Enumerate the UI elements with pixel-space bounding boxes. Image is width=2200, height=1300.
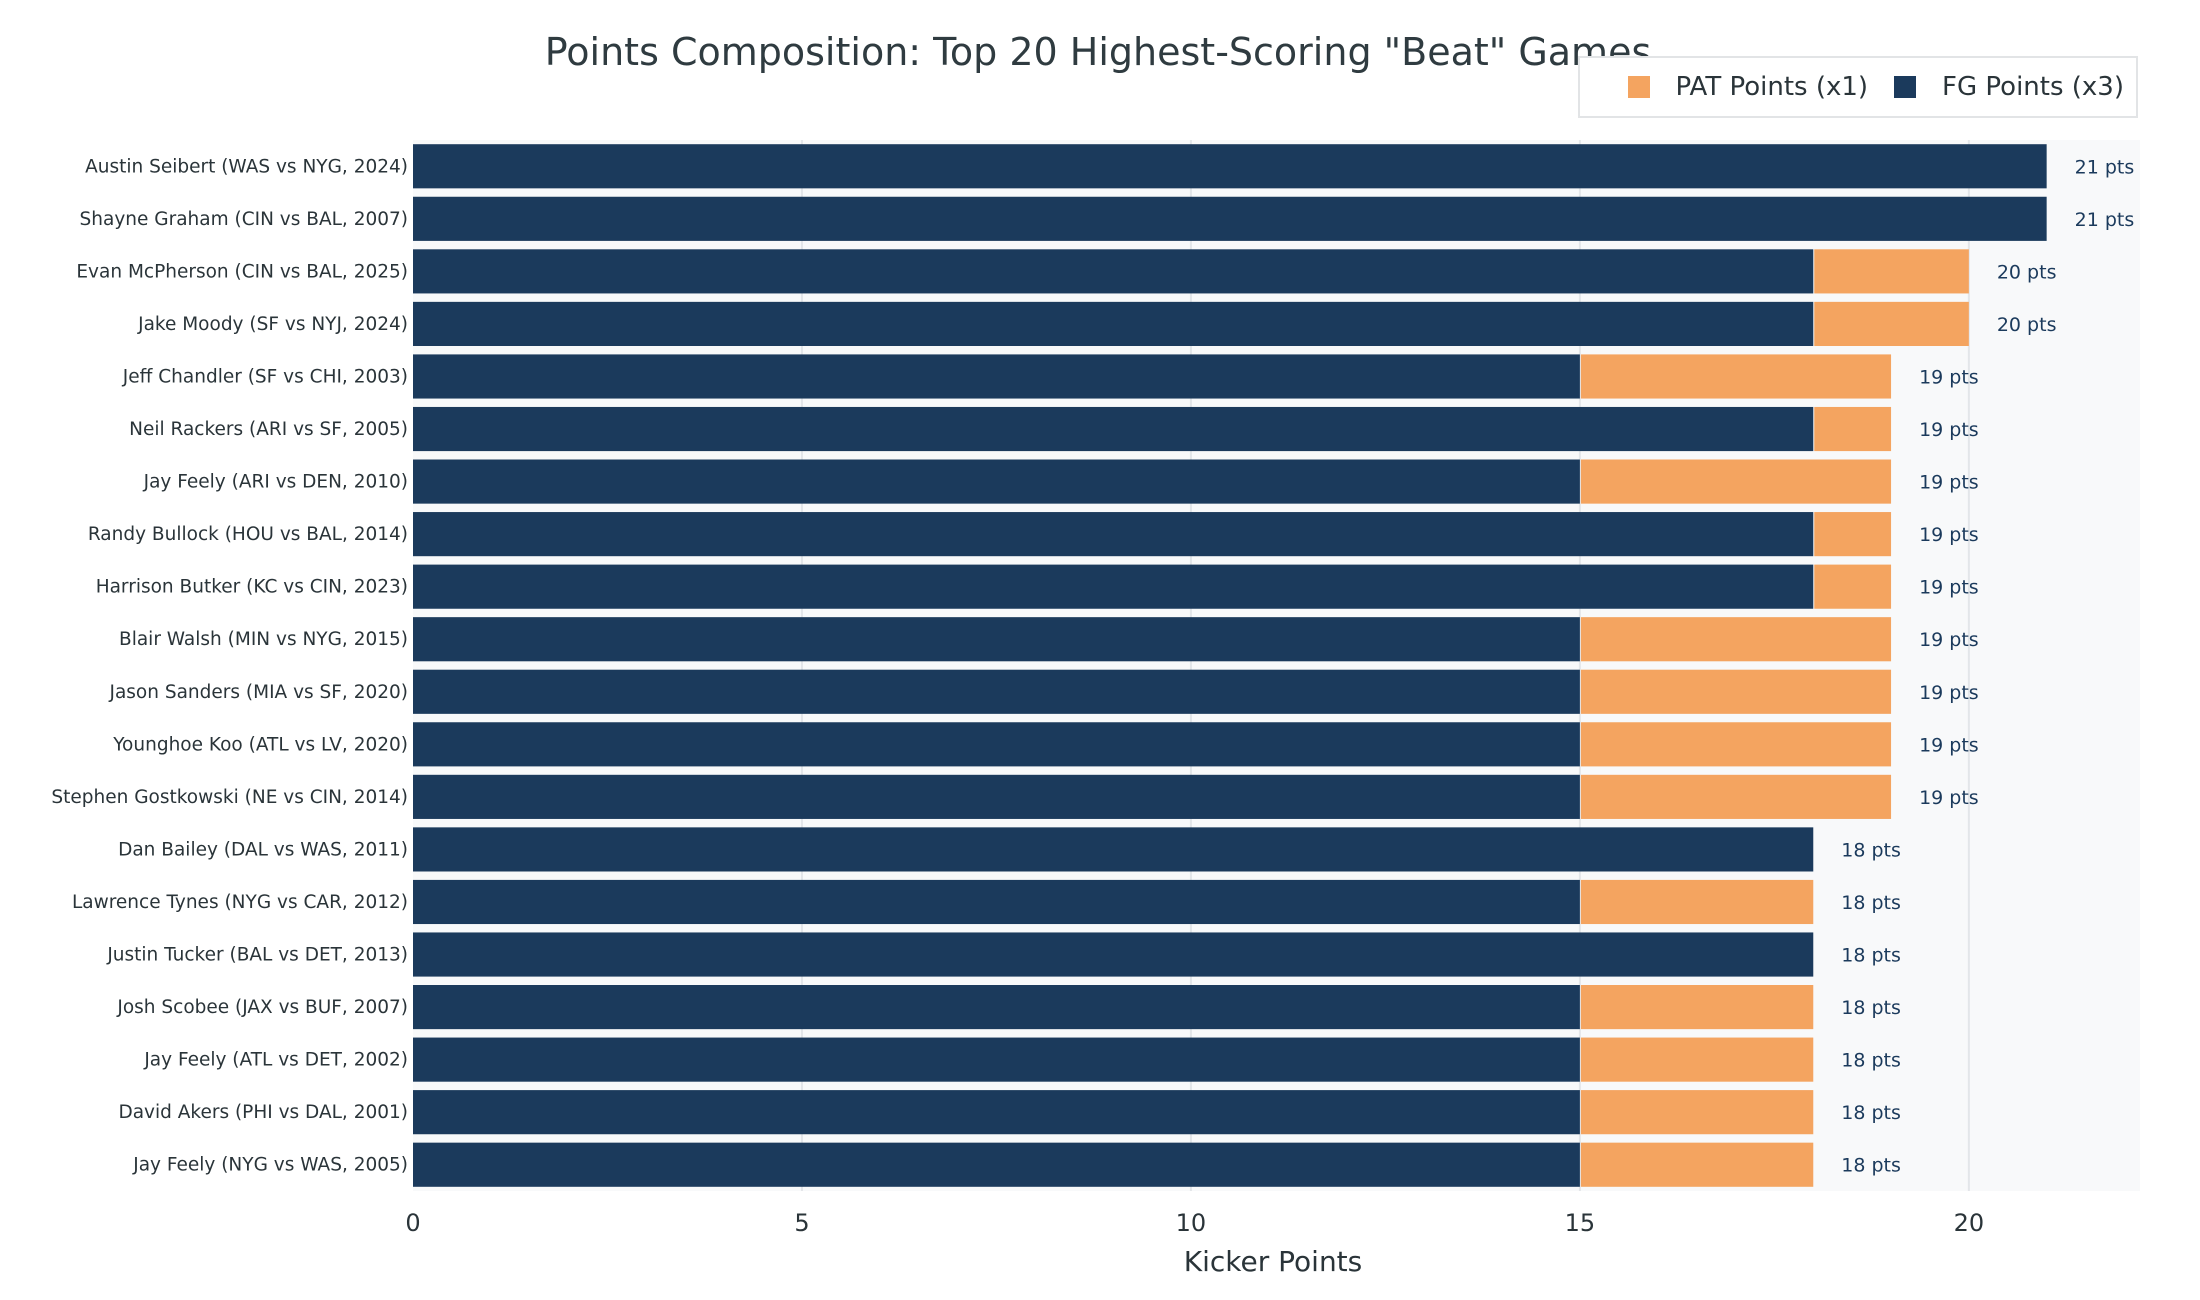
bar-pat-points	[1580, 985, 1814, 1030]
x-tick-label: 15	[1565, 1209, 1596, 1237]
data-label: 18 pts	[1841, 945, 1901, 967]
y-tick-label: Stephen Gostkowski (NE vs CIN, 2014)	[51, 787, 408, 808]
data-label: 19 pts	[1919, 787, 1979, 809]
data-label: 18 pts	[1841, 1155, 1901, 1177]
bar-pat-points	[1814, 512, 1892, 557]
bar-pat-points	[1580, 1090, 1814, 1135]
bar-fg-points	[413, 827, 1814, 872]
plot-area	[413, 140, 2140, 1191]
bar-fg-points	[413, 406, 1814, 452]
data-label: 19 pts	[1919, 366, 1979, 388]
bar-pat-points	[1580, 774, 1892, 819]
data-label: 21 pts	[2075, 209, 2135, 231]
data-label: 18 pts	[1841, 892, 1901, 914]
data-label: 20 pts	[1997, 261, 2057, 283]
bar-pat-points	[1580, 879, 1814, 925]
bar-fg-points	[413, 354, 1580, 399]
bar-fg-points	[413, 1037, 1580, 1082]
bar-fg-points	[413, 774, 1580, 819]
y-tick-label: Josh Scobee (JAX vs BUF, 2007)	[116, 997, 408, 1018]
y-tick-label: Jake Moody (SF vs NYJ, 2024)	[137, 314, 408, 335]
bar-pat-points	[1580, 354, 1892, 399]
y-tick-label: Younghoe Koo (ATL vs LV, 2020)	[112, 734, 408, 755]
y-tick-label: Dan Bailey (DAL vs WAS, 2011)	[118, 839, 408, 860]
data-label: 19 pts	[1919, 577, 1979, 599]
bar-fg-points	[413, 617, 1580, 662]
bar-fg-points	[413, 722, 1580, 767]
bar-pat-points	[1580, 722, 1892, 767]
data-label: 18 pts	[1841, 839, 1901, 861]
data-label: 18 pts	[1841, 1050, 1901, 1072]
bar-fg-points	[413, 669, 1580, 714]
y-tick-label: Jay Feely (ATL vs DET, 2002)	[143, 1050, 408, 1071]
bar-pat-points	[1814, 406, 1892, 452]
data-label: 19 pts	[1919, 734, 1979, 756]
bar-fg-points	[413, 879, 1580, 925]
x-tick-label: 0	[405, 1209, 420, 1237]
y-tick-label: Justin Tucker (BAL vs DET, 2013)	[106, 945, 408, 966]
x-tick-label: 5	[794, 1209, 809, 1237]
y-tick-label: Harrison Butker (KC vs CIN, 2023)	[96, 577, 408, 598]
bar-fg-points	[413, 1142, 1580, 1187]
bar-fg-points	[413, 932, 1814, 977]
bar-pat-points	[1580, 1037, 1814, 1082]
data-label: 19 pts	[1919, 682, 1979, 704]
legend-item-fg: FG Points (x3)	[1894, 72, 2124, 102]
bar-pat-points	[1814, 249, 1969, 294]
bar-fg-points	[413, 301, 1814, 346]
legend-label-fg: FG Points (x3)	[1942, 72, 2124, 102]
legend-label-pat: PAT Points (x1)	[1675, 72, 1869, 102]
y-tick-label: Jason Sanders (MIA vs SF, 2020)	[109, 682, 409, 703]
legend-swatch-pat	[1627, 76, 1650, 98]
legend-swatch-fg	[1894, 76, 1917, 98]
bar-fg-points	[413, 144, 2047, 189]
y-tick-label: Jay Feely (NYG vs WAS, 2005)	[132, 1155, 408, 1176]
data-label: 18 pts	[1841, 1102, 1901, 1124]
y-tick-label: Shayne Graham (CIN vs BAL, 2007)	[80, 209, 408, 230]
x-axis-label: Kicker Points	[1183, 1245, 1363, 1278]
y-tick-label: Blair Walsh (MIN vs NYG, 2015)	[119, 629, 408, 650]
y-tick-label: Jay Feely (ARI vs DEN, 2010)	[143, 472, 408, 493]
y-tick-label: Jeff Chandler (SF vs CHI, 2003)	[122, 366, 408, 387]
data-label: 20 pts	[1997, 314, 2057, 336]
data-label: 18 pts	[1841, 997, 1901, 1019]
bar-pat-points	[1580, 617, 1892, 662]
bar-pat-points	[1580, 1142, 1814, 1187]
data-label: 19 pts	[1919, 629, 1979, 651]
bar-pat-points	[1814, 564, 1892, 609]
y-tick-label: Randy Bullock (HOU vs BAL, 2014)	[88, 524, 408, 545]
x-tick-label: 10	[1176, 1209, 1207, 1237]
bar-fg-points	[413, 249, 1814, 294]
data-label: 19 pts	[1919, 472, 1979, 494]
bar-fg-points	[413, 196, 2047, 241]
y-tick-label: Lawrence Tynes (NYG vs CAR, 2012)	[72, 892, 408, 913]
bar-fg-points	[413, 459, 1580, 504]
bar-fg-points	[413, 985, 1580, 1030]
bar-fg-points	[413, 512, 1814, 557]
data-label: 19 pts	[1919, 419, 1979, 441]
data-label: 19 pts	[1919, 524, 1979, 546]
bar-pat-points	[1580, 669, 1892, 714]
bar-fg-points	[413, 564, 1814, 609]
y-tick-label: Evan McPherson (CIN vs BAL, 2025)	[76, 261, 408, 282]
bar-fg-points	[413, 1090, 1580, 1135]
chart-title: Points Composition: Top 20 Highest-Scori…	[544, 30, 1652, 74]
x-tick-label: 20	[1954, 1209, 1985, 1237]
y-tick-label: Neil Rackers (ARI vs SF, 2005)	[129, 419, 408, 440]
y-tick-label: David Akers (PHI vs DAL, 2001)	[118, 1102, 408, 1123]
data-label: 21 pts	[2075, 156, 2135, 178]
bar-pat-points	[1814, 301, 1969, 346]
y-tick-label: Austin Seibert (WAS vs NYG, 2024)	[85, 156, 408, 177]
bar-pat-points	[1580, 459, 1892, 504]
legend: PAT Points (x1) FG Points (x3)	[1578, 56, 2138, 118]
legend-item-pat: PAT Points (x1)	[1627, 72, 1869, 102]
